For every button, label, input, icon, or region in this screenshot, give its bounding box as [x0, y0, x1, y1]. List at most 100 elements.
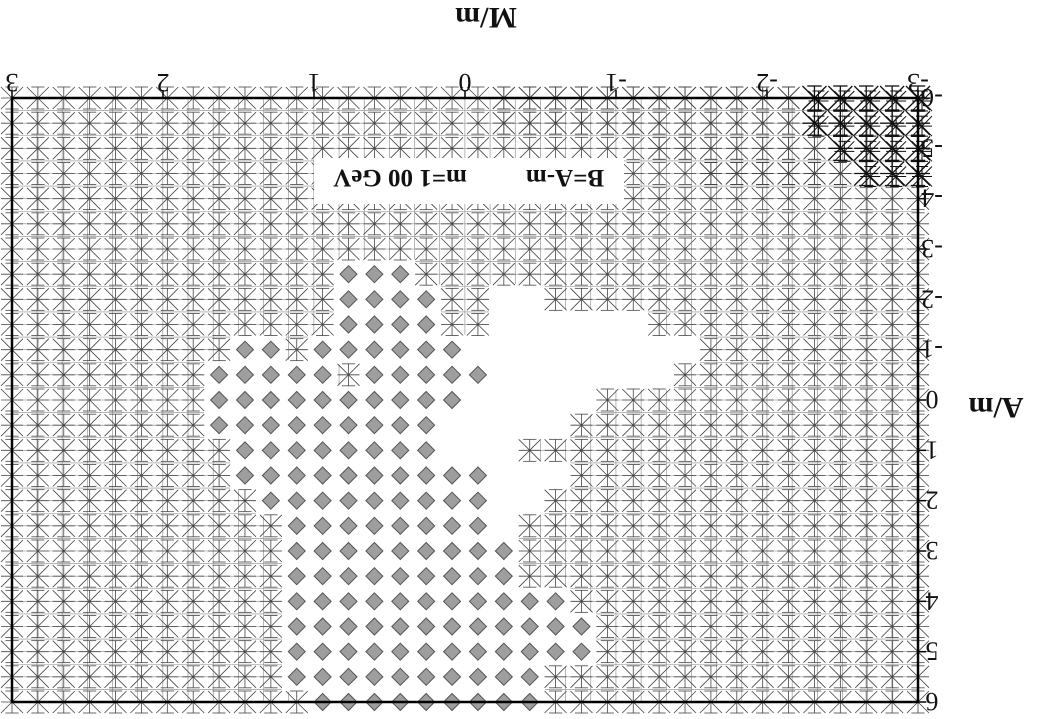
- allowed-point: [365, 642, 384, 661]
- allowed-point: [391, 365, 410, 385]
- x-tick-label: 1: [308, 68, 321, 97]
- excluded-point: [673, 111, 697, 135]
- excluded-point: [751, 539, 774, 563]
- excluded-point: [879, 110, 905, 136]
- excluded-point: [156, 212, 179, 236]
- excluded-point: [829, 313, 852, 336]
- excluded-point: [885, 166, 907, 187]
- excluded-point: [829, 464, 852, 487]
- excluded-point: [673, 388, 697, 412]
- excluded-point: [673, 162, 697, 185]
- excluded-point: [156, 187, 179, 211]
- x-tick-label: 0: [459, 68, 472, 97]
- allowed-point: [235, 390, 255, 410]
- allowed-point: [209, 415, 229, 435]
- excluded-point: [52, 464, 76, 487]
- excluded-point: [233, 640, 257, 664]
- excluded-point: [829, 262, 852, 286]
- excluded-point: [885, 115, 907, 137]
- excluded-point: [673, 212, 697, 236]
- excluded-point: [285, 187, 309, 211]
- excluded-point: [181, 262, 205, 286]
- excluded-point: [596, 564, 619, 588]
- excluded-point: [880, 212, 904, 236]
- allowed-point: [287, 541, 306, 561]
- excluded-point: [829, 338, 852, 362]
- excluded-point: [518, 539, 541, 563]
- allowed-point: [235, 466, 255, 485]
- excluded-point: [207, 187, 231, 211]
- excluded-point: [725, 237, 749, 261]
- excluded-point: [130, 287, 153, 311]
- excluded-point: [803, 187, 826, 211]
- excluded-point: [259, 514, 283, 538]
- allowed-point: [261, 415, 281, 435]
- allowed-point: [287, 415, 306, 435]
- excluded-point: [827, 135, 853, 161]
- excluded-point: [880, 589, 904, 613]
- excluded-point: [181, 539, 205, 563]
- excluded-point: [885, 140, 907, 162]
- excluded-point: [803, 212, 826, 236]
- allowed-point: [520, 642, 539, 661]
- allowed-point: [391, 592, 410, 611]
- allowed-point: [339, 466, 358, 485]
- excluded-point: [673, 615, 697, 638]
- excluded-point: [829, 589, 852, 613]
- excluded-point: [78, 615, 101, 638]
- excluded-point: [414, 262, 438, 286]
- excluded-point: [156, 438, 179, 462]
- excluded-point: [207, 111, 231, 135]
- excluded-point: [570, 489, 593, 513]
- excluded-point: [725, 338, 749, 362]
- excluded-point: [596, 615, 619, 638]
- allowed-point: [287, 441, 306, 460]
- excluded-point: [777, 438, 800, 462]
- allowed-point: [339, 441, 358, 460]
- excluded-point: [596, 262, 619, 286]
- allowed-point: [546, 642, 565, 661]
- excluded-point: [104, 665, 127, 689]
- excluded-point: [52, 564, 76, 588]
- excluded-point: [777, 514, 800, 538]
- excluded-point: [181, 615, 205, 638]
- excluded-point: [130, 162, 153, 185]
- allowed-point: [442, 365, 462, 385]
- excluded-point: [673, 287, 697, 311]
- excluded-point: [544, 111, 567, 135]
- excluded-point: [130, 136, 153, 160]
- excluded-point: [829, 438, 852, 462]
- allowed-point: [494, 667, 514, 687]
- allowed-point: [313, 491, 332, 510]
- excluded-point: [803, 438, 826, 462]
- excluded-point: [414, 212, 438, 236]
- allowed-point: [365, 290, 384, 309]
- excluded-point: [52, 111, 76, 135]
- allowed-point: [209, 390, 229, 410]
- allowed-point: [391, 390, 410, 410]
- excluded-point: [570, 237, 593, 261]
- excluded-point: [570, 262, 593, 286]
- allowed-point: [339, 541, 358, 561]
- excluded-point: [829, 640, 852, 664]
- excluded-point: [156, 665, 179, 689]
- allowed-point: [365, 390, 384, 410]
- excluded-point: [621, 237, 645, 261]
- excluded-point: [207, 489, 231, 513]
- excluded-point: [777, 413, 800, 437]
- excluded-point: [311, 262, 334, 286]
- excluded-point: [829, 413, 852, 437]
- excluded-point: [673, 187, 697, 211]
- excluded-point: [621, 514, 645, 538]
- excluded-point: [880, 665, 904, 689]
- excluded-point: [544, 212, 567, 236]
- allowed-point: [235, 441, 255, 460]
- excluded-point: [518, 262, 541, 286]
- excluded-point: [52, 615, 76, 638]
- allowed-point: [391, 466, 410, 485]
- excluded-point: [699, 564, 723, 588]
- excluded-point: [777, 564, 800, 588]
- excluded-point: [751, 615, 774, 638]
- excluded-point: [130, 489, 153, 513]
- allowed-point: [546, 592, 565, 611]
